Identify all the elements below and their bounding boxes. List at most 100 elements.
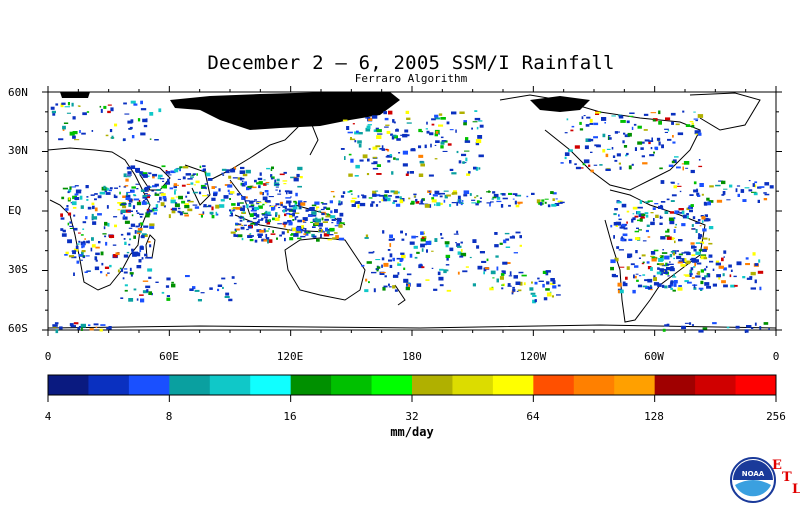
rain-patch: [265, 210, 268, 214]
rain-patch: [241, 196, 244, 200]
rain-patch: [206, 194, 209, 196]
rain-patch: [614, 131, 618, 134]
rain-patch: [693, 287, 697, 290]
rain-patch: [680, 258, 686, 260]
rain-patch: [349, 138, 356, 141]
rain-patch: [618, 115, 624, 119]
rain-patch: [372, 251, 375, 253]
rain-patch: [406, 117, 411, 120]
rain-patch: [298, 200, 303, 203]
rain-patch: [315, 218, 321, 223]
rain-patch: [420, 130, 423, 133]
rain-patch: [500, 204, 504, 208]
rain-patch: [460, 252, 467, 257]
rain-patch: [184, 205, 190, 209]
rain-patch: [265, 230, 269, 232]
rain-patch: [107, 272, 110, 274]
rain-patch: [100, 271, 103, 274]
rain-patch: [227, 184, 233, 188]
rain-patch: [653, 249, 659, 252]
rain-patch: [669, 220, 675, 225]
rain-patch: [283, 221, 288, 225]
rain-patch: [475, 142, 480, 146]
rain-patch: [486, 258, 489, 262]
rain-patch: [297, 237, 302, 240]
rain-patch: [240, 215, 243, 217]
rain-patch: [680, 264, 686, 267]
rain-patch: [650, 267, 653, 271]
rain-patch: [256, 229, 262, 233]
rain-patch: [629, 112, 635, 114]
rain-patch: [375, 204, 379, 207]
rain-patch: [750, 287, 756, 290]
rain-patch: [633, 274, 635, 279]
colorbar-label-16: 16: [283, 410, 297, 423]
rain-patch: [181, 200, 186, 204]
rain-patch: [132, 251, 138, 256]
rain-patch: [235, 222, 238, 225]
rain-patch: [74, 185, 79, 187]
rain-patch: [171, 210, 176, 214]
rain-patch: [623, 227, 628, 230]
rain-patch: [274, 217, 280, 221]
rain-patch: [434, 203, 436, 206]
rain-patch: [622, 233, 628, 237]
rain-patch: [182, 211, 185, 213]
rain-patch: [130, 274, 133, 277]
rain-patch: [492, 277, 495, 279]
rain-patch: [146, 202, 149, 204]
rain-patch: [263, 179, 266, 181]
rain-patch: [108, 189, 112, 192]
rain-patch: [469, 193, 472, 196]
rain-patch: [683, 274, 689, 276]
rain-patch: [67, 212, 72, 216]
rain-patch: [749, 276, 753, 279]
rain-patch: [312, 226, 316, 228]
rain-patch: [632, 289, 636, 294]
rain-patch: [76, 189, 82, 192]
rain-patch: [650, 251, 656, 255]
rain-patch: [432, 194, 438, 197]
rain-patch: [440, 237, 444, 239]
rain-patch: [623, 145, 628, 148]
rain-patch: [262, 192, 264, 196]
rain-patch: [258, 201, 262, 203]
rain-patch: [425, 128, 428, 130]
rain-patch: [579, 167, 584, 169]
rain-patch: [305, 209, 309, 212]
rain-patch: [411, 148, 415, 151]
rain-patch: [393, 135, 398, 139]
rain-patch: [382, 196, 386, 200]
rain-patch: [465, 266, 469, 268]
rain-patch: [138, 223, 141, 227]
rain-patch: [300, 202, 306, 206]
rain-patch: [176, 167, 181, 170]
rain-patch: [709, 185, 714, 188]
rain-patch: [371, 115, 378, 119]
rain-patch: [122, 195, 127, 198]
rain-patch: [546, 281, 550, 285]
rain-patch: [136, 212, 140, 214]
rain-patch: [392, 134, 397, 137]
rain-patch: [650, 221, 655, 226]
rain-patch: [257, 233, 263, 236]
rain-patch: [387, 249, 391, 251]
rain-patch: [457, 245, 462, 248]
rain-patch: [702, 228, 707, 232]
rain-patch: [652, 207, 656, 210]
rain-patch: [550, 278, 555, 282]
rain-patch: [676, 166, 681, 169]
rain-patch: [249, 233, 252, 235]
rain-patch: [327, 238, 332, 241]
rain-patch: [586, 116, 591, 119]
rain-patch: [185, 173, 192, 176]
rain-patch: [477, 135, 483, 139]
rain-patch: [428, 190, 431, 192]
rain-patch: [451, 202, 457, 204]
rain-patch: [693, 249, 697, 252]
rain-patch: [460, 241, 463, 244]
rain-patch: [304, 231, 306, 233]
rain-patch: [80, 241, 86, 246]
rain-patch: [293, 200, 297, 203]
